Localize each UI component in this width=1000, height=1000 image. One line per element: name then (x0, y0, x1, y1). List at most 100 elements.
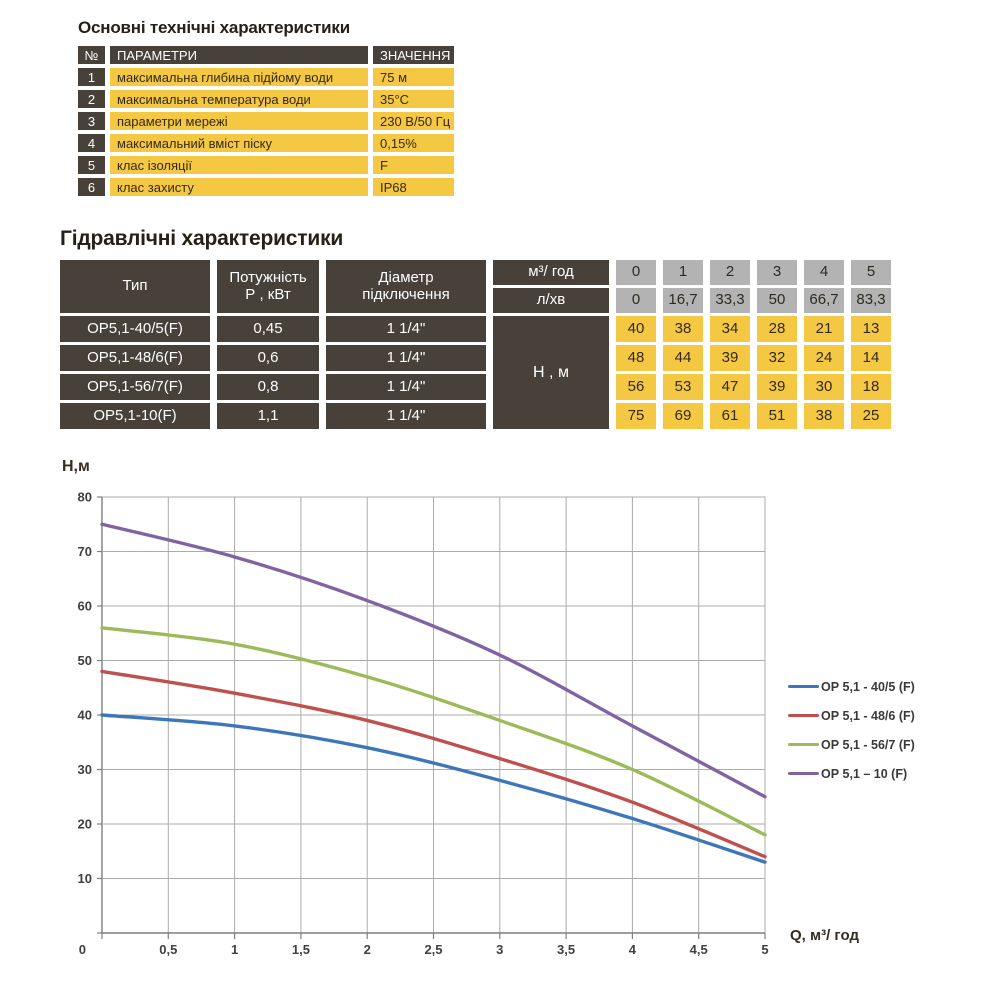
legend-label: ОР 5,1 - 48/6 (F) (821, 708, 915, 723)
pump-diameter: 1 1/4" (326, 374, 486, 400)
pump-diameter: 1 1/4" (326, 316, 486, 342)
row-value: 75 м (373, 68, 454, 86)
flow-value: 33,3 (710, 288, 750, 313)
row-value: IP68 (373, 178, 454, 196)
pump-power: 0,8 (217, 374, 319, 400)
pump-power: 0,45 (217, 316, 319, 342)
pump-power: 1,1 (217, 403, 319, 429)
row-param: параметри мережі (110, 112, 368, 130)
legend-item: ОР 5,1 - 40/5 (F) (788, 672, 915, 701)
head-value: 56 (616, 374, 656, 400)
unit-flow-lmin: л/хв (493, 288, 609, 313)
svg-text:1: 1 (231, 942, 238, 957)
flow-value: 16,7 (663, 288, 703, 313)
row-param: клас захисту (110, 178, 368, 196)
svg-text:2,5: 2,5 (424, 942, 442, 957)
row-param: максимальний вміст піску (110, 134, 368, 152)
head-value: 40 (616, 316, 656, 342)
legend-item: ОР 5,1 - 48/6 (F) (788, 701, 915, 730)
svg-text:50: 50 (78, 653, 92, 668)
unit-flow-m3h: м³/ год (493, 260, 609, 285)
head-value: 25 (851, 403, 891, 429)
head-value: 38 (804, 403, 844, 429)
svg-text:5: 5 (761, 942, 768, 957)
pump-curves-chart: Н,м 0 0,5 1 1,5 2 2,5 3 3,5 4 4,5 5 10 20 30 40 50 60 70 8… (40, 450, 980, 990)
col-header-value: ЗНАЧЕННЯ (373, 46, 454, 64)
head-value: 34 (710, 316, 750, 342)
head-value: 39 (710, 345, 750, 371)
x-axis-title: Q, м³/ год (790, 927, 859, 944)
section-title-tech-specs: Основні технічні характеристики (78, 18, 350, 37)
svg-text:10: 10 (78, 871, 92, 886)
pump-type: ОР5,1-56/7(F) (60, 374, 210, 400)
pump-type: ОР5,1-48/6(F) (60, 345, 210, 371)
row-value: F (373, 156, 454, 174)
row-param: максимальна глибина підйому води (110, 68, 368, 86)
legend-label: ОР 5,1 – 10 (F) (821, 766, 908, 781)
svg-text:4,5: 4,5 (690, 942, 708, 957)
row-value: 230 В/50 Гц (373, 112, 454, 130)
svg-text:4: 4 (629, 942, 637, 957)
pump-type: ОР5,1-40/5(F) (60, 316, 210, 342)
svg-text:40: 40 (78, 708, 92, 723)
section-title-hydraulic: Гідравлічні характеристики (60, 227, 344, 250)
legend-item: ОР 5,1 – 10 (F) (788, 759, 915, 788)
svg-text:0,5: 0,5 (159, 942, 177, 957)
pump-diameter: 1 1/4" (326, 403, 486, 429)
legend-line-swatch (788, 713, 819, 718)
row-param: клас ізоляції (110, 156, 368, 174)
pump-power: 0,6 (217, 345, 319, 371)
flow-value: 3 (757, 260, 797, 285)
row-num: 6 (78, 178, 105, 196)
head-value: 53 (663, 374, 703, 400)
row-value: 35°С (373, 90, 454, 108)
head-unit-cell: Н , м (493, 316, 609, 429)
hydraulic-table: Тип Потужність Р , кВт Діаметр підключен… (60, 260, 891, 429)
col-header-diameter: Діаметр підключення (326, 260, 486, 313)
row-param: максимальна температура води (110, 90, 368, 108)
svg-text:20: 20 (78, 817, 92, 832)
svg-text:2: 2 (364, 942, 371, 957)
svg-text:0: 0 (79, 942, 86, 957)
legend-line-swatch (788, 771, 819, 776)
row-num: 1 (78, 68, 105, 86)
head-value: 69 (663, 403, 703, 429)
row-num: 3 (78, 112, 105, 130)
head-value: 47 (710, 374, 750, 400)
head-value: 32 (757, 345, 797, 371)
head-value: 30 (804, 374, 844, 400)
row-num: 4 (78, 134, 105, 152)
flow-value: 83,3 (851, 288, 891, 313)
col-header-power: Потужність Р , кВт (217, 260, 319, 313)
flow-value: 1 (663, 260, 703, 285)
head-value: 13 (851, 316, 891, 342)
pump-type: ОР5,1-10(F) (60, 403, 210, 429)
svg-text:80: 80 (78, 490, 92, 505)
head-value: 75 (616, 403, 656, 429)
row-value: 0,15% (373, 134, 454, 152)
svg-text:1,5: 1,5 (292, 942, 310, 957)
legend-label: ОР 5,1 - 40/5 (F) (821, 679, 915, 694)
row-num: 2 (78, 90, 105, 108)
legend-line-swatch (788, 742, 819, 747)
y-axis-title: Н,м (62, 458, 90, 475)
col-header-num: № (78, 46, 105, 64)
col-header-param: ПАРАМЕТРИ (110, 46, 368, 64)
legend-item: ОР 5,1 - 56/7 (F) (788, 730, 915, 759)
row-num: 5 (78, 156, 105, 174)
head-value: 24 (804, 345, 844, 371)
flow-value: 5 (851, 260, 891, 285)
head-value: 28 (757, 316, 797, 342)
flow-value: 4 (804, 260, 844, 285)
head-value: 38 (663, 316, 703, 342)
flow-value: 2 (710, 260, 750, 285)
svg-text:60: 60 (78, 599, 92, 614)
flow-value: 50 (757, 288, 797, 313)
col-header-type: Тип (60, 260, 210, 313)
svg-text:30: 30 (78, 762, 92, 777)
chart-legend: ОР 5,1 - 40/5 (F) ОР 5,1 - 48/6 (F) ОР 5… (788, 672, 915, 788)
legend-line-swatch (788, 684, 819, 689)
head-value: 48 (616, 345, 656, 371)
svg-text:3,5: 3,5 (557, 942, 575, 957)
pump-diameter: 1 1/4" (326, 345, 486, 371)
